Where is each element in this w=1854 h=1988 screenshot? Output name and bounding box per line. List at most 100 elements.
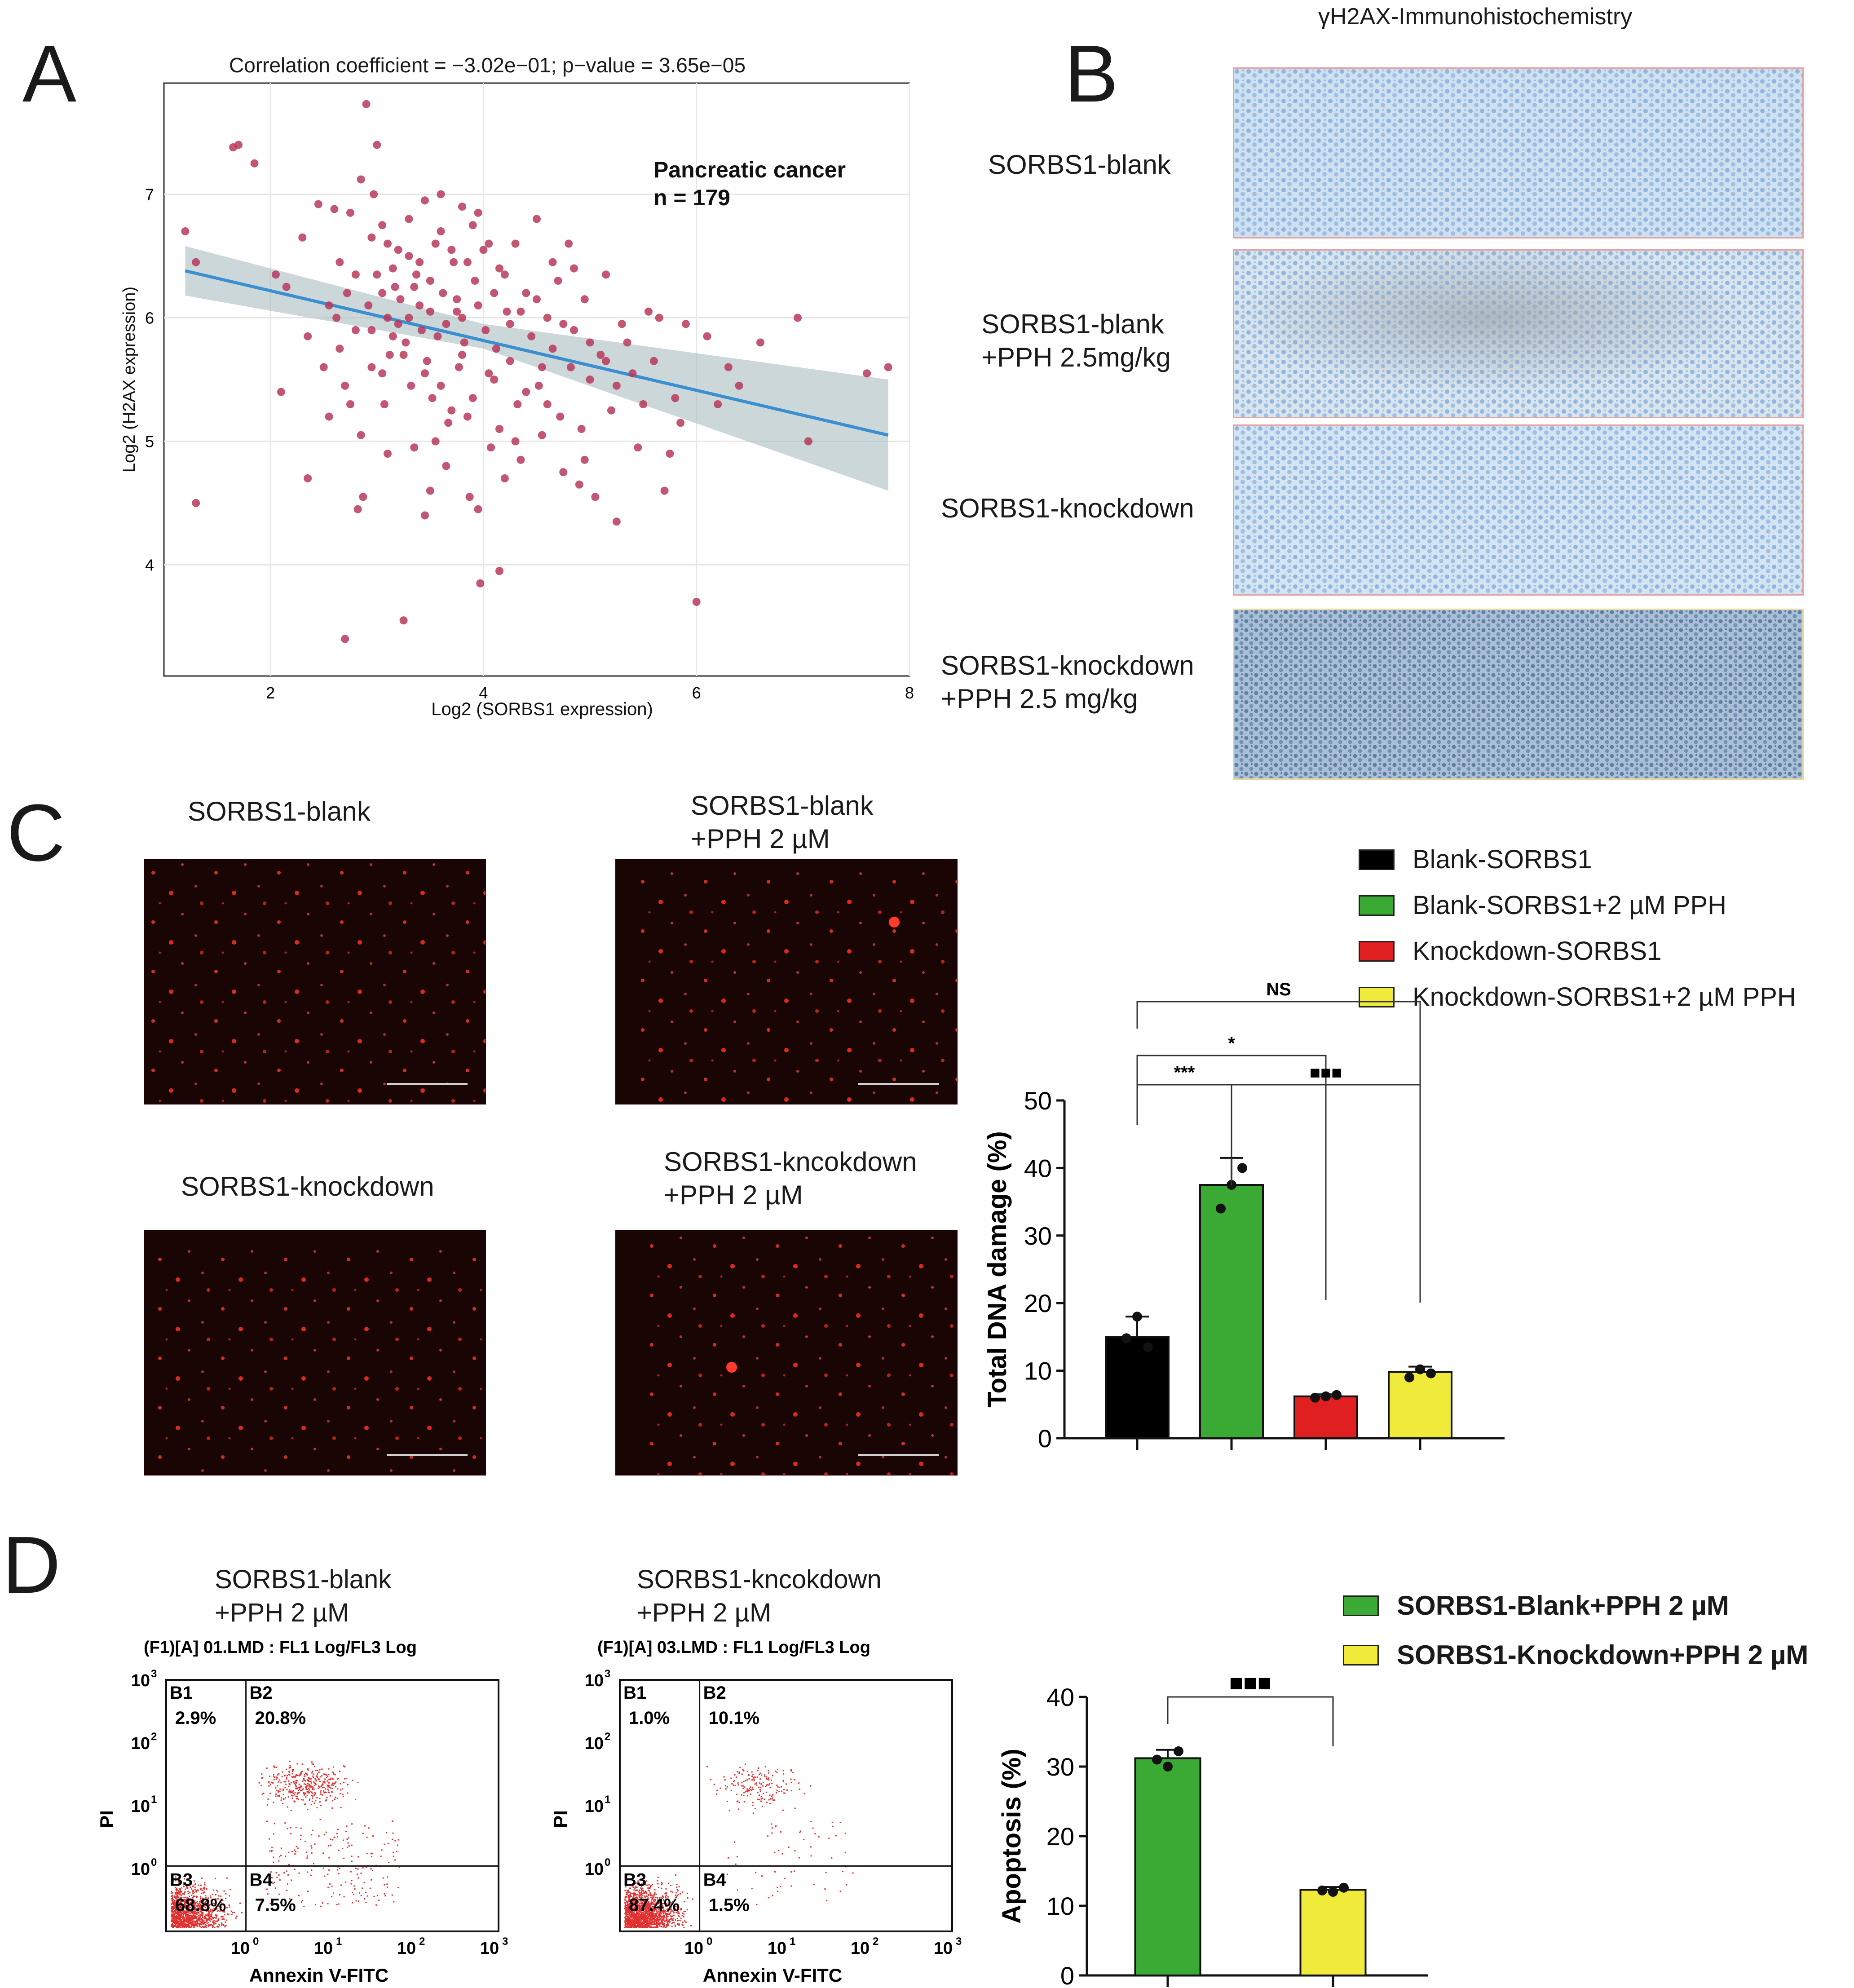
scatter-point <box>325 301 333 309</box>
legend-d-2: SORBS1-Knockdown+PPH 2 µM <box>1343 1639 1808 1670</box>
flow-plot-1: (F1)[A] 01.LMD : FL1 Log/FL3 Log B1 2.9% B2… <box>96 1638 508 1986</box>
scatter-y-label: Log2 (H2AX expression) <box>120 287 139 473</box>
scatter-point <box>602 270 610 279</box>
flow-x-tick-label: 10 <box>397 1939 416 1958</box>
scatter-point <box>559 468 568 477</box>
scatter-point <box>364 301 373 309</box>
quadrant-b1-value: 2.9% <box>175 1708 216 1728</box>
scatter-point <box>437 227 445 235</box>
quadrant-b3-name: B3 <box>170 1870 193 1890</box>
bar <box>1388 1371 1452 1439</box>
scatter-point <box>458 351 466 359</box>
scatter-point <box>649 357 658 365</box>
scatter-point <box>453 295 461 304</box>
scatter-point <box>487 443 495 452</box>
fluor-label-1: SORBS1-blank <box>188 796 371 826</box>
scatter-point <box>556 412 565 421</box>
scatter-point <box>660 486 669 495</box>
legend-d-swatch-2 <box>1343 1644 1379 1666</box>
scatter-point <box>421 511 429 520</box>
fluor-image-3 <box>144 1230 486 1476</box>
scatter-point <box>442 320 450 328</box>
panel-letter-b: B <box>1064 29 1119 119</box>
y-tick-label: 20 <box>1024 1289 1052 1317</box>
scatter-point <box>367 363 376 371</box>
y-tick-label: 0 <box>1060 1961 1074 1988</box>
quadrant-b3-value: 68.8% <box>175 1895 226 1915</box>
scatter-point <box>495 264 503 273</box>
significance-label: * <box>1228 1034 1235 1053</box>
flow-x-tick-label: 10 <box>934 1939 953 1958</box>
scatter-point <box>346 208 354 217</box>
regression-line <box>185 269 889 437</box>
scatter-point <box>570 264 578 273</box>
scatter-annotation-2: n = 179 <box>653 185 730 210</box>
ihc-image-4 <box>1233 609 1804 780</box>
scatter-point <box>399 616 408 625</box>
flow-plot-area <box>165 1679 499 1932</box>
y-tick-label: 30 <box>1046 1753 1074 1781</box>
ihc-row-label-4: SORBS1-knockdown +PPH 2.5 mg/kg <box>941 650 1194 714</box>
fluor-image-2 <box>615 859 958 1104</box>
scatter-point <box>492 345 500 353</box>
quadrant-b1-name: B1 <box>623 1683 646 1703</box>
scatter-point <box>455 363 463 371</box>
scatter-point <box>463 412 472 421</box>
scatter-point <box>380 400 388 408</box>
bar <box>1105 1336 1170 1440</box>
legend-c-4: Knockdown-SORBS1+2 µM PPH <box>1359 982 1796 1012</box>
scatter-point <box>412 270 421 279</box>
flow-y-tick-exp: 0 <box>151 1856 157 1869</box>
bar <box>1293 1395 1358 1440</box>
scatter-point <box>357 175 365 184</box>
scatter-point <box>399 351 408 359</box>
scatter-point <box>373 270 381 279</box>
scatter-point <box>580 295 589 304</box>
quadrant-b2-value: 10.1% <box>709 1708 759 1728</box>
scatter-point <box>428 394 437 402</box>
scatter-point <box>444 419 453 427</box>
scatter-point <box>335 345 344 353</box>
ihc-image-2 <box>1233 249 1804 418</box>
flow-y-tick-exp: 2 <box>605 1731 610 1743</box>
scatter-point <box>442 462 450 470</box>
scatter-point <box>384 314 392 322</box>
flow-y-tick-label: 10 <box>585 1734 604 1753</box>
ihc-row-label-3: SORBS1-knockdown <box>941 493 1194 523</box>
scatter-point <box>602 357 610 365</box>
quadrant-b1-value: 1.0% <box>629 1708 670 1728</box>
scatter-point <box>522 388 530 396</box>
scatter-x-tick-label: 6 <box>692 684 701 702</box>
scatter-point <box>426 307 434 316</box>
scatter-point <box>714 400 722 408</box>
scatter-point <box>618 320 626 328</box>
scatter-point <box>370 190 378 199</box>
data-dot <box>1237 1163 1247 1173</box>
scatter-point <box>485 239 493 248</box>
scatter-point <box>474 208 482 217</box>
scatter-point <box>433 332 442 340</box>
scatter-point <box>543 314 552 322</box>
scatter-x-label: Log2 (SORBS1 expression) <box>431 699 653 719</box>
significance-label: NS <box>1266 980 1291 999</box>
scatter-point <box>437 190 445 199</box>
scatter-point <box>554 277 562 285</box>
scatter-point <box>402 338 410 347</box>
flow-file-label: (F1)[A] 01.LMD : FL1 Log/FL3 Log <box>144 1638 417 1657</box>
significance-label: ■■■ <box>1310 1063 1342 1082</box>
scatter-point <box>485 369 493 378</box>
fluor-image-4 <box>615 1230 958 1476</box>
flow-x-tick-exp: 3 <box>502 1935 508 1948</box>
scatter-point <box>682 320 690 328</box>
scatter-point <box>516 307 525 316</box>
legend-c-swatch-3 <box>1359 941 1395 962</box>
scatter-point <box>415 258 424 266</box>
scatter-point <box>378 369 387 378</box>
quadrant-b1-name: B1 <box>170 1683 193 1703</box>
scatter-point <box>282 283 291 291</box>
scatter-point <box>319 363 328 371</box>
scatter-point <box>431 239 440 248</box>
scatter-point <box>471 277 479 285</box>
quadrant-b2-name: B2 <box>250 1683 273 1703</box>
scatter-x-tick-label: 2 <box>266 684 275 702</box>
